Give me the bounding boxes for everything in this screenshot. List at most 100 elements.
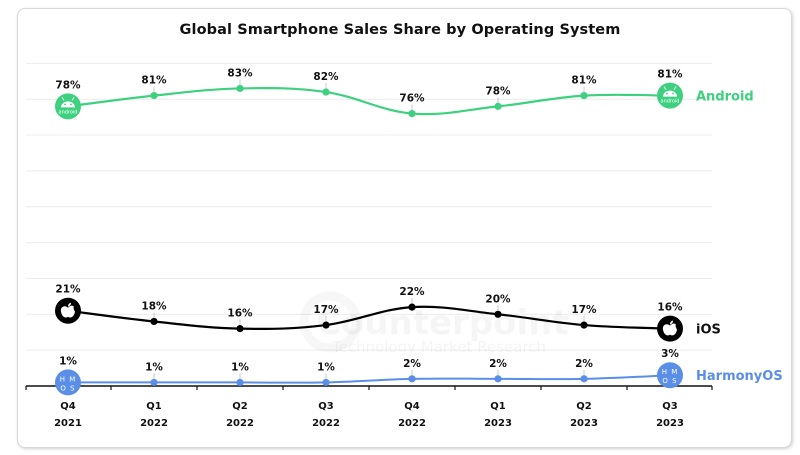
harmonyos-icon-text: O S (60, 384, 75, 392)
android-point (408, 109, 416, 118)
x-tick-label-year: 2023 (484, 418, 512, 429)
android-value-label: 81% (657, 69, 683, 81)
android-icon: android (657, 82, 683, 109)
legend-harmonyos: HarmonyOS (696, 369, 783, 384)
ios-value-label: 22% (399, 286, 425, 298)
ios-point (322, 321, 330, 329)
android-line (67, 86, 671, 116)
harmonyos-line (68, 374, 671, 384)
harmonyos-icon-text: H M (662, 368, 679, 376)
apple-shape (60, 305, 75, 318)
ios-value-label: 16% (227, 308, 253, 320)
x-axis: Q4 2021 Q1 2022 Q2 2022 Q3 2022 Q4 2022 Q1 2023 Q2 20… (25, 385, 713, 429)
android-head (61, 101, 75, 108)
x-tick-label-quarter: Q2 (232, 401, 248, 412)
harmonyos-value-label: 3% (661, 348, 679, 360)
ios-point (408, 303, 416, 311)
ios-point (494, 310, 502, 318)
ios-point (580, 321, 588, 329)
harmonyos-icon-bg (55, 369, 81, 396)
legend-ios: iOS (696, 323, 721, 338)
chart-title: Global Smartphone Sales Share by Operati… (179, 22, 621, 38)
harmonyos-point (408, 375, 416, 383)
android-antenna (61, 97, 65, 101)
gridlines (26, 62, 712, 351)
harmonyos-value-label: 2% (575, 358, 593, 370)
x-tick-label-quarter: Q1 (490, 401, 506, 412)
android-head (663, 90, 677, 97)
android-point (150, 92, 158, 100)
x-tick-label-quarter: Q3 (662, 401, 678, 412)
harmonyos-value-label: 1% (145, 361, 163, 373)
watermark: Counterpoint Technology Market Research (316, 303, 569, 356)
android-point (580, 92, 588, 100)
android-value-label: 76% (399, 93, 425, 105)
harmonyos-point (150, 378, 158, 387)
android-eye (70, 103, 72, 106)
ios-value-label: 20% (485, 293, 511, 305)
legend-android: Android (696, 90, 754, 105)
ios-value-label: 17% (313, 304, 339, 316)
android-value-label: 83% (227, 67, 253, 79)
android-eye (666, 92, 668, 95)
harmonyos-icon: H MO S (657, 362, 683, 389)
ios-value-label: 21% (55, 284, 81, 296)
android-icon-text: android (661, 99, 680, 105)
x-tick-label-year: 2023 (656, 418, 684, 429)
x-tick-label-quarter: Q4 (60, 401, 76, 412)
x-tick-label-year: 2022 (312, 418, 340, 429)
harmonyos-value-label: 1% (317, 361, 335, 373)
harmonyos-value-label: 1% (59, 355, 77, 367)
android-value-label: 81% (141, 75, 167, 87)
watermark-tagline: Technology Market Research (331, 338, 546, 356)
apple-shape (662, 323, 677, 336)
ios-value-label: 16% (657, 302, 683, 314)
x-tick-label-year: 2023 (570, 418, 598, 429)
harmonyos-value-label: 1% (231, 361, 249, 373)
android-value-label: 78% (485, 85, 511, 97)
android-point (322, 88, 330, 96)
x-tick-label-year: 2022 (140, 418, 168, 429)
apple-icon (55, 297, 81, 324)
ios-point (236, 325, 244, 333)
android-point (494, 102, 502, 110)
x-tick-label-quarter: Q3 (318, 401, 334, 412)
watermark-brand: Counterpoint (316, 303, 569, 343)
harmonyos-icon-bg (657, 362, 683, 389)
apple-leaf (670, 320, 673, 325)
legend: Android iOS HarmonyOS (696, 90, 783, 385)
harmonyos-value-label: 2% (489, 358, 507, 370)
apple-icon (657, 315, 683, 342)
android-icon-text: android (59, 109, 78, 115)
harmonyos-icon: H MO S (55, 369, 81, 396)
harmonyos-icon-text: H M (60, 375, 77, 383)
android-value-label: 81% (571, 75, 597, 87)
android-antenna (663, 86, 667, 90)
x-tick-label-year: 2022 (226, 418, 254, 429)
x-tick-label-year: 2022 (398, 418, 426, 429)
ios-value-label: 17% (571, 304, 597, 316)
harmonyos-icon-text: O S (662, 377, 677, 385)
x-tick-label-quarter: Q2 (576, 401, 592, 412)
data-labels: 78% 81% 83% 82% 76% 78% 81% 81% 21% 18% 16% 17% 22% 2… (55, 67, 683, 373)
android-eye (672, 92, 674, 95)
x-tick-label-quarter: Q1 (146, 401, 162, 412)
x-tick-label-year: 2021 (54, 418, 82, 429)
harmonyos-point (236, 378, 244, 387)
ios-value-label: 18% (141, 300, 167, 312)
android-icon: android (55, 93, 81, 120)
apple-leaf (68, 302, 71, 307)
android-value-label: 78% (55, 79, 81, 91)
ios-point (150, 317, 158, 326)
harmonyos-value-label: 2% (403, 358, 421, 370)
android-eye (64, 103, 66, 106)
x-tick-label-quarter: Q4 (404, 401, 420, 412)
ios-line (67, 305, 671, 330)
android-point (236, 84, 244, 93)
harmonyos-point (494, 375, 502, 383)
android-antenna (673, 86, 677, 90)
harmonyos-point (322, 378, 330, 387)
android-value-label: 82% (313, 71, 339, 83)
